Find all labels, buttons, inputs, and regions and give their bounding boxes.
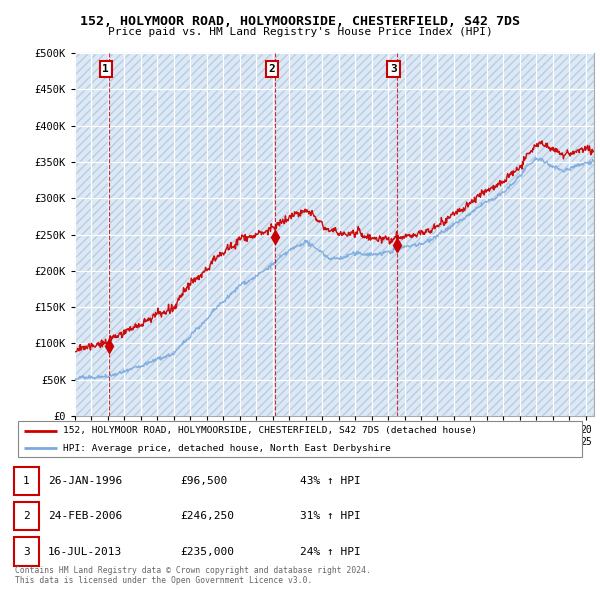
- Text: 16-JUL-2013: 16-JUL-2013: [48, 547, 122, 556]
- Text: 2: 2: [23, 512, 30, 521]
- Text: 3: 3: [390, 64, 397, 74]
- Text: 43% ↑ HPI: 43% ↑ HPI: [300, 476, 361, 486]
- Text: 24-FEB-2006: 24-FEB-2006: [48, 512, 122, 521]
- Text: 152, HOLYMOOR ROAD, HOLYMOORSIDE, CHESTERFIELD, S42 7DS: 152, HOLYMOOR ROAD, HOLYMOORSIDE, CHESTE…: [80, 15, 520, 28]
- Text: 3: 3: [23, 547, 30, 556]
- Text: 1: 1: [103, 64, 109, 74]
- Text: HPI: Average price, detached house, North East Derbyshire: HPI: Average price, detached house, Nort…: [63, 444, 391, 453]
- Text: 2: 2: [269, 64, 275, 74]
- Text: Contains HM Land Registry data © Crown copyright and database right 2024.
This d: Contains HM Land Registry data © Crown c…: [15, 566, 371, 585]
- Text: £246,250: £246,250: [180, 512, 234, 521]
- FancyBboxPatch shape: [18, 421, 582, 457]
- Text: Price paid vs. HM Land Registry's House Price Index (HPI): Price paid vs. HM Land Registry's House …: [107, 27, 493, 37]
- Text: 24% ↑ HPI: 24% ↑ HPI: [300, 547, 361, 556]
- Text: 26-JAN-1996: 26-JAN-1996: [48, 476, 122, 486]
- Text: 31% ↑ HPI: 31% ↑ HPI: [300, 512, 361, 521]
- Text: 1: 1: [23, 476, 30, 486]
- Text: 152, HOLYMOOR ROAD, HOLYMOORSIDE, CHESTERFIELD, S42 7DS (detached house): 152, HOLYMOOR ROAD, HOLYMOORSIDE, CHESTE…: [63, 426, 477, 435]
- Text: £235,000: £235,000: [180, 547, 234, 556]
- Text: £96,500: £96,500: [180, 476, 227, 486]
